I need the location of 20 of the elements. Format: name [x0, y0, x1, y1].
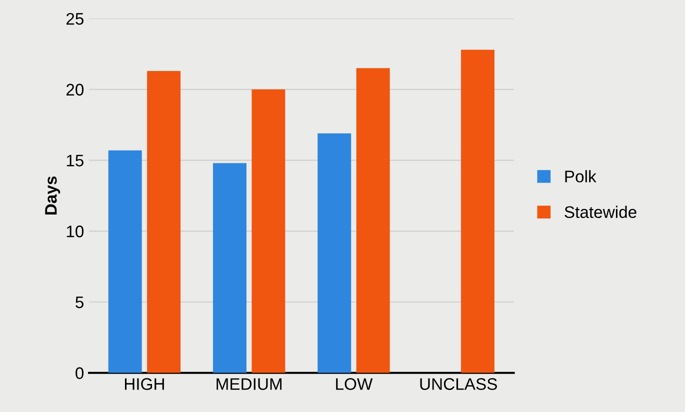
- bar: [252, 89, 286, 373]
- y-tick-label: 10: [66, 226, 84, 238]
- y-tick-label: 15: [66, 154, 84, 166]
- bar: [460, 50, 494, 373]
- x-tick-label: UNCLASS: [420, 378, 497, 390]
- bar: [318, 133, 352, 373]
- bar: [108, 150, 142, 373]
- x-tick-label: HIGH: [124, 378, 164, 390]
- x-tick-label: LOW: [336, 378, 373, 390]
- legend-label: Polk: [565, 170, 596, 182]
- bar: [356, 68, 390, 373]
- bar: [147, 70, 181, 373]
- y-axis-title: Days: [45, 176, 60, 215]
- y-tick-label: 5: [76, 296, 84, 308]
- y-tick-label: 0: [76, 367, 84, 380]
- x-tick-label: MEDIUM: [216, 378, 282, 390]
- legend-label: Statewide: [564, 206, 636, 218]
- bar: [212, 163, 246, 373]
- y-tick-label: 25: [66, 12, 84, 25]
- y-tick-label: 20: [66, 84, 84, 96]
